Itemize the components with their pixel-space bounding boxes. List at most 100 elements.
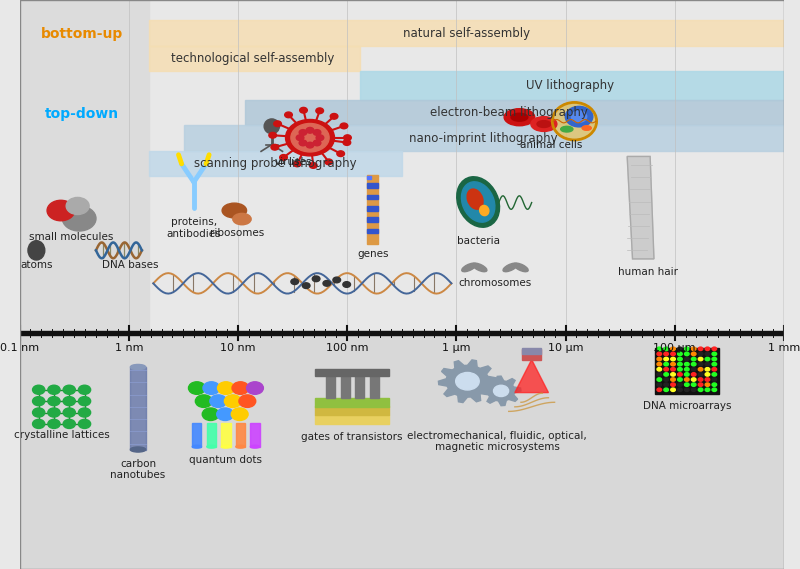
- Circle shape: [664, 352, 669, 356]
- Circle shape: [705, 347, 710, 351]
- Circle shape: [664, 357, 669, 361]
- Circle shape: [678, 383, 682, 386]
- Circle shape: [494, 385, 509, 397]
- Text: genes: genes: [357, 249, 389, 259]
- Circle shape: [78, 397, 90, 406]
- Bar: [367, 206, 378, 211]
- Bar: [522, 348, 541, 354]
- Ellipse shape: [504, 109, 534, 126]
- Ellipse shape: [531, 117, 557, 131]
- Circle shape: [712, 357, 717, 361]
- Circle shape: [664, 373, 669, 376]
- Circle shape: [670, 368, 675, 371]
- Circle shape: [691, 368, 696, 371]
- Circle shape: [698, 378, 703, 381]
- Ellipse shape: [457, 177, 499, 227]
- Circle shape: [685, 373, 689, 376]
- Circle shape: [314, 130, 321, 135]
- Bar: [150, 151, 402, 176]
- Circle shape: [78, 408, 90, 417]
- Ellipse shape: [264, 119, 279, 134]
- Circle shape: [712, 347, 717, 351]
- Circle shape: [678, 388, 682, 391]
- Circle shape: [33, 397, 45, 406]
- Text: DNA microarrays: DNA microarrays: [642, 401, 731, 411]
- Circle shape: [705, 362, 710, 366]
- Bar: [250, 423, 259, 447]
- Polygon shape: [482, 376, 521, 406]
- Text: natural self-assembly: natural self-assembly: [403, 27, 530, 39]
- Circle shape: [285, 112, 292, 118]
- Bar: [19, 0, 784, 333]
- Circle shape: [286, 119, 334, 156]
- Circle shape: [691, 347, 696, 351]
- Ellipse shape: [28, 241, 45, 260]
- Circle shape: [33, 385, 45, 394]
- Circle shape: [670, 378, 675, 381]
- Circle shape: [712, 388, 717, 391]
- Text: carbon
nanotubes: carbon nanotubes: [110, 459, 166, 480]
- Circle shape: [47, 200, 74, 221]
- Bar: [367, 195, 378, 199]
- Bar: [245, 100, 784, 125]
- Circle shape: [705, 357, 710, 361]
- Circle shape: [678, 352, 682, 356]
- Circle shape: [678, 373, 682, 376]
- Circle shape: [712, 362, 717, 366]
- Circle shape: [664, 347, 669, 351]
- Text: UV lithography: UV lithography: [526, 79, 614, 92]
- Circle shape: [78, 385, 90, 394]
- Circle shape: [685, 347, 689, 351]
- Circle shape: [63, 419, 75, 428]
- Circle shape: [712, 373, 717, 376]
- Circle shape: [664, 378, 669, 381]
- Ellipse shape: [130, 447, 146, 452]
- Circle shape: [189, 382, 206, 394]
- Text: 10 nm: 10 nm: [220, 343, 256, 353]
- Bar: [19, 333, 784, 569]
- Ellipse shape: [192, 445, 202, 448]
- Circle shape: [691, 378, 696, 381]
- Circle shape: [274, 121, 282, 127]
- Ellipse shape: [537, 121, 550, 127]
- Text: 100 μm: 100 μm: [654, 343, 696, 353]
- Circle shape: [48, 419, 60, 428]
- Circle shape: [685, 368, 689, 371]
- Bar: [367, 217, 378, 222]
- Circle shape: [685, 357, 689, 361]
- Text: electron-beam lithography: electron-beam lithography: [430, 106, 588, 119]
- Circle shape: [294, 161, 301, 167]
- Bar: [192, 423, 202, 447]
- Text: 1 μm: 1 μm: [442, 343, 470, 353]
- Circle shape: [232, 382, 249, 394]
- Circle shape: [299, 140, 306, 146]
- Circle shape: [63, 385, 75, 394]
- Bar: [150, 46, 360, 71]
- Text: technological self-assembly: technological self-assembly: [171, 52, 334, 65]
- Polygon shape: [627, 156, 654, 259]
- Circle shape: [306, 142, 314, 148]
- Bar: [19, 331, 784, 335]
- Circle shape: [678, 362, 682, 366]
- Circle shape: [325, 159, 333, 164]
- Circle shape: [239, 395, 256, 407]
- Circle shape: [698, 357, 703, 361]
- Circle shape: [664, 362, 669, 366]
- Circle shape: [678, 347, 682, 351]
- Circle shape: [678, 368, 682, 371]
- Circle shape: [678, 357, 682, 361]
- Circle shape: [217, 408, 234, 420]
- Circle shape: [664, 368, 669, 371]
- Circle shape: [670, 373, 675, 376]
- Circle shape: [456, 373, 479, 390]
- Circle shape: [280, 155, 287, 160]
- Text: atoms: atoms: [20, 260, 53, 270]
- Circle shape: [78, 419, 90, 428]
- Text: bottom-up: bottom-up: [41, 27, 123, 41]
- Circle shape: [296, 135, 304, 141]
- Circle shape: [670, 388, 675, 391]
- Ellipse shape: [236, 445, 245, 448]
- Circle shape: [705, 383, 710, 386]
- Circle shape: [62, 206, 96, 231]
- Circle shape: [33, 408, 45, 417]
